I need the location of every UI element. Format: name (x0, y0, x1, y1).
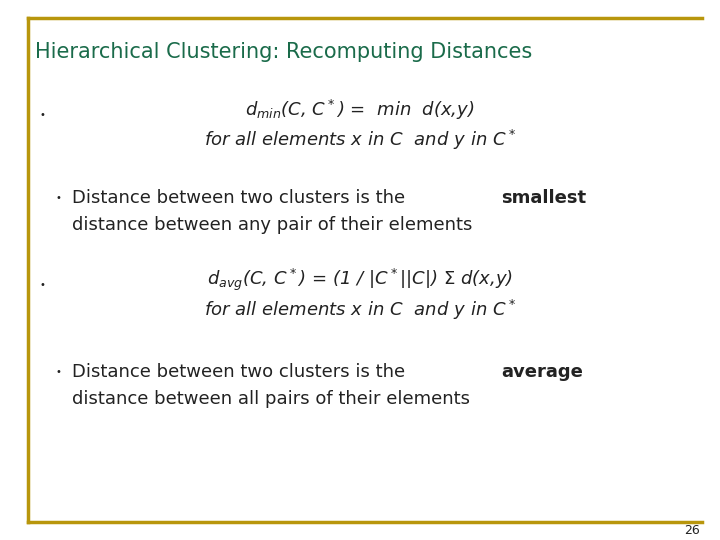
Text: $d_{\mathit{min}}$($\mathit{C}$, $\mathit{C}^*$) =  min  $\mathit{d}$($\mathit{x: $d_{\mathit{min}}$($\mathit{C}$, $\mathi… (246, 98, 474, 122)
Text: •: • (39, 280, 45, 290)
Text: •: • (55, 193, 61, 203)
Text: $d_{\mathit{avg}}$($\mathit{C}$, $\mathit{C}^*$) = (1 / |$\mathit{C}^*$||$\mathi: $d_{\mathit{avg}}$($\mathit{C}$, $\mathi… (207, 267, 513, 293)
Text: Hierarchical Clustering: Recomputing Distances: Hierarchical Clustering: Recomputing Dis… (35, 42, 532, 62)
Text: smallest: smallest (501, 189, 586, 207)
Text: Distance between two clusters is the: Distance between two clusters is the (72, 189, 411, 207)
Text: •: • (55, 367, 61, 377)
Text: $\mathit{for\ all\ elements\ x\ in\ C\ \ and\ y\ in\ C^*}$: $\mathit{for\ all\ elements\ x\ in\ C\ \… (204, 298, 516, 322)
Text: average: average (501, 363, 583, 381)
Text: distance between all pairs of their elements: distance between all pairs of their elem… (72, 390, 470, 408)
Text: Distance between two clusters is the: Distance between two clusters is the (72, 363, 411, 381)
Text: distance between any pair of their elements: distance between any pair of their eleme… (72, 216, 472, 234)
Text: $\mathit{for\ all\ elements\ x\ in\ C\ \ and\ y\ in\ C^*}$: $\mathit{for\ all\ elements\ x\ in\ C\ \… (204, 128, 516, 152)
Text: 26: 26 (684, 523, 700, 537)
Text: •: • (39, 110, 45, 120)
